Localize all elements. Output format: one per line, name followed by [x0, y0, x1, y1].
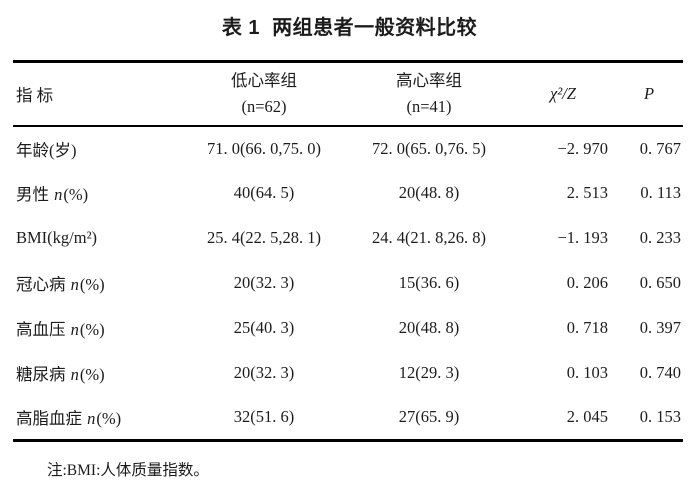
comparison-table: 指 标 低心率组 (n=62) 高心率组 (n=41) χ²/Z P 年龄(岁)…	[13, 60, 683, 442]
cell-statistic-value: 0. 718	[566, 318, 608, 337]
cell-p-value: 0. 153	[639, 407, 681, 427]
indicator-n-symbol	[97, 228, 99, 247]
cell-high-group-value: 24. 4(21. 8,26. 8)	[371, 228, 487, 247]
header-high-group: 高心率组 (n=41)	[347, 62, 511, 126]
cell-low-group-value: 25(40. 3)	[233, 318, 295, 337]
indicator-n-symbol: n	[70, 365, 79, 384]
cell-p-value: 0. 397	[639, 318, 681, 337]
cell-p-value: 0. 767	[639, 138, 681, 158]
indicator-text: 年龄(岁)	[16, 140, 77, 160]
cell-high-group-value: 12(29. 3)	[398, 363, 460, 382]
table-note: 注:BMI:人体质量指数。	[47, 462, 209, 479]
cell-high-group-value: 27(65. 9)	[398, 407, 460, 427]
table-row: 年龄(岁) 71. 0(66. 0,75. 0) 72. 0(65. 0,76.…	[13, 126, 683, 171]
cell-low-group-value: 20(32. 3)	[233, 363, 295, 382]
indicator-text: 糖尿病	[16, 365, 70, 384]
cell-indicator: 高血压 n(%)	[13, 306, 181, 351]
indicator-unit: (%)	[79, 365, 105, 384]
header-p-value: P	[643, 83, 655, 103]
cell-p-value: 0. 233	[639, 228, 681, 247]
header-low-group-n: (n=62)	[241, 96, 287, 116]
cell-low-group-value: 25. 4(22. 5,28. 1)	[206, 228, 322, 247]
cell-statistic-value: −1. 193	[557, 228, 608, 247]
cell-high-group-value: 20(48. 8)	[398, 183, 460, 202]
cell-high-group-value: 72. 0(65. 0,76. 5)	[371, 138, 487, 158]
table-row: 糖尿病 n(%) 20(32. 3) 12(29. 3) 0. 103 0. 7…	[13, 351, 683, 396]
indicator-n-symbol	[77, 141, 79, 160]
indicator-n-symbol: n	[70, 320, 79, 339]
indicator-text: 高血压	[16, 320, 70, 339]
indicator-unit: (%)	[63, 185, 89, 204]
cell-statistic-value: 0. 103	[566, 363, 608, 382]
table-row: 高脂血症 n(%) 32(51. 6) 27(65. 9) 2. 045 0. …	[13, 396, 683, 441]
indicator-text: 高脂血症	[16, 409, 87, 429]
table-title: 表 1 两组患者一般资料比较	[221, 17, 478, 39]
cell-high-group-value: 20(48. 8)	[398, 318, 460, 337]
cell-low-group-value: 71. 0(66. 0,75. 0)	[206, 138, 322, 158]
indicator-n-symbol: n	[70, 275, 79, 294]
header-indicator: 指 标	[16, 85, 54, 105]
table-row: BMI(kg/m²) 25. 4(22. 5,28. 1) 24. 4(21. …	[13, 216, 683, 261]
indicator-n-symbol: n	[87, 409, 96, 429]
header-high-group-n: (n=41)	[406, 96, 452, 116]
cell-indicator: 年龄(岁)	[13, 126, 181, 171]
header-high-group-name: 高心率组	[396, 71, 462, 91]
cell-statistic-value: 2. 045	[566, 407, 608, 427]
cell-high-group-value: 15(36. 6)	[398, 273, 460, 292]
header-low-group-name: 低心率组	[231, 71, 297, 91]
cell-statistic-value: 2. 513	[566, 183, 608, 202]
table-row: 男性 n(%) 40(64. 5) 20(48. 8) 2. 513 0. 11…	[13, 171, 683, 216]
cell-indicator: BMI(kg/m²)	[13, 216, 181, 261]
cell-low-group-value: 20(32. 3)	[233, 273, 295, 292]
cell-p-value: 0. 650	[639, 273, 681, 292]
header-row: 指 标 低心率组 (n=62) 高心率组 (n=41) χ²/Z P	[13, 62, 683, 126]
indicator-unit: (%)	[96, 409, 122, 429]
cell-low-group-value: 40(64. 5)	[233, 183, 295, 202]
cell-p-value: 0. 740	[639, 363, 681, 382]
table-row: 高血压 n(%) 25(40. 3) 20(48. 8) 0. 718 0. 3…	[13, 306, 683, 351]
table-header: 指 标 低心率组 (n=62) 高心率组 (n=41) χ²/Z P	[13, 62, 683, 126]
table-body: 年龄(岁) 71. 0(66. 0,75. 0) 72. 0(65. 0,76.…	[13, 126, 683, 441]
cell-indicator: 高脂血症 n(%)	[13, 396, 181, 441]
indicator-unit: (%)	[79, 275, 105, 294]
indicator-unit: (%)	[79, 320, 105, 339]
header-statistic: χ²/Z	[550, 83, 576, 103]
indicator-text: 冠心病	[16, 275, 70, 294]
indicator-text: BMI(kg/m²)	[16, 228, 98, 247]
indicator-n-symbol: n	[54, 185, 63, 204]
cell-indicator: 冠心病 n(%)	[13, 261, 181, 306]
cell-p-value: 0. 113	[640, 183, 681, 202]
indicator-text: 男性	[16, 185, 54, 204]
cell-indicator: 糖尿病 n(%)	[13, 351, 181, 396]
cell-indicator: 男性 n(%)	[13, 171, 181, 216]
cell-low-group-value: 32(51. 6)	[233, 407, 295, 427]
cell-statistic-value: −2. 970	[557, 138, 608, 158]
table-row: 冠心病 n(%) 20(32. 3) 15(36. 6) 0. 206 0. 6…	[13, 261, 683, 306]
cell-statistic-value: 0. 206	[566, 273, 608, 292]
header-low-group: 低心率组 (n=62)	[181, 62, 347, 126]
